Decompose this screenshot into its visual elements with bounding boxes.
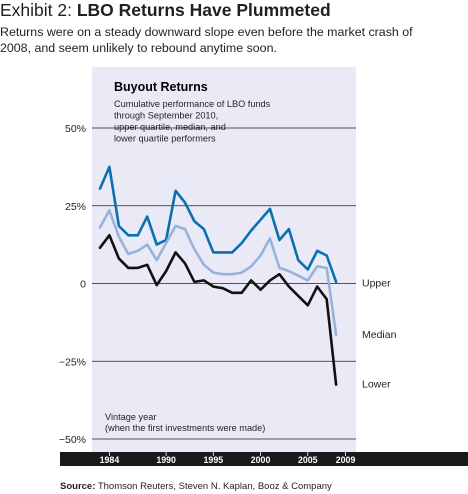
annotation-line: through September 2010, [114,111,218,121]
exhibit-subtitle: Returns were on a steady downward slope … [0,25,413,55]
series-label-lower: Lower [362,379,391,391]
x-axis-ticks: 1984 1990 1995 2000 2005 2009 [100,452,356,465]
annotation-line: upper quartile, median, and [114,122,226,132]
x-tick-label: 2005 [298,455,318,465]
source-label: Source: [60,481,96,492]
x-axis-label-line: Vintage year [105,412,156,422]
source-text: Thomson Reuters, Steven N. Kaplan, Booz … [97,481,332,492]
series-line-median [98,209,338,337]
x-tick-label: 2000 [251,455,271,465]
y-tick-label: −25% [59,356,86,368]
y-axis-labels: 50% 25% 0 −25% −50% [59,123,86,446]
x-axis-label-line: (when the first investments were made) [105,423,265,433]
series-label-upper: Upper [362,278,391,290]
gridlines [92,127,356,440]
source-note: Source: Thomson Reuters, Steven N. Kapla… [60,481,332,493]
x-tick-label: 1984 [100,455,120,465]
chart-title: Buyout Returns [114,80,208,94]
chart-annotation: Cumulative performance of LBO funds throu… [114,99,271,144]
y-tick-label: 0 [80,279,86,291]
exhibit-heading: LBO Returns Have Plummeted [76,0,331,20]
series-label-median: Median [362,329,397,341]
x-axis-band [60,452,468,466]
annotation-line: Cumulative performance of LBO funds [114,99,271,109]
y-tick-label: 50% [65,123,86,135]
series-lines [98,165,338,386]
x-axis-label: Vintage year (when the first investments … [105,412,265,433]
series-line-upper [98,165,338,284]
x-axis-label-text: Vintage year (when the first investments … [105,412,265,433]
exhibit-label: Exhibit 2: [0,0,72,20]
series-labels: Upper Median Lower [362,278,397,391]
y-tick-label: −50% [59,434,86,446]
annotation-line: lower quartile performers [114,134,216,144]
exhibit-title: Exhibit 2: LBO Returns Have Plummeted [0,0,468,20]
x-tick-label: 1995 [204,455,224,465]
x-tick-label: 2009 [336,455,356,465]
series-line-lower [98,234,338,386]
x-tick-label: 1990 [156,455,176,465]
annotation-text: Cumulative performance of LBO funds throu… [114,99,271,144]
y-tick-label: 25% [65,201,86,213]
